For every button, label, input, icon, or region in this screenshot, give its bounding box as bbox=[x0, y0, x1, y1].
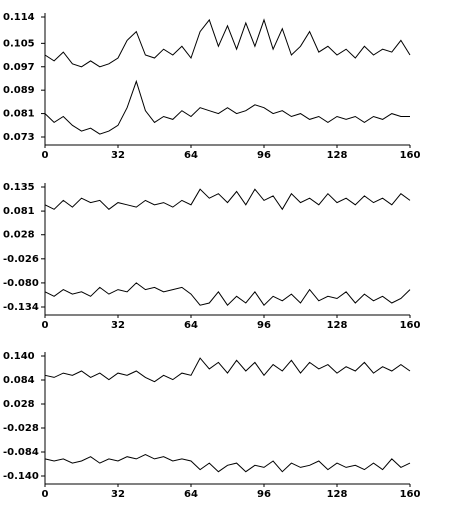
y-tick-label: 0.089 bbox=[3, 85, 35, 96]
x-tick-label: 128 bbox=[327, 150, 348, 161]
x-tick-label: 0 bbox=[42, 489, 49, 500]
y-tick-label: -0.084 bbox=[3, 447, 39, 458]
x-tick-label: 32 bbox=[111, 320, 125, 331]
y-tick-label: 0.105 bbox=[3, 38, 35, 49]
y-tick-label: 0.084 bbox=[3, 375, 35, 386]
x-tick-label: 96 bbox=[257, 489, 271, 500]
y-tick-label: -0.028 bbox=[3, 423, 39, 434]
x-tick-label: 0 bbox=[42, 150, 49, 161]
y-tick-label: 0.114 bbox=[3, 12, 35, 23]
x-tick-label: 160 bbox=[400, 150, 421, 161]
y-tick-label: 0.028 bbox=[3, 399, 35, 410]
y-tick-label: 0.028 bbox=[3, 230, 35, 241]
data-line bbox=[44, 357, 411, 383]
y-tick-label: 0.135 bbox=[3, 182, 35, 193]
y-tick-label: 0.097 bbox=[3, 62, 35, 73]
y-tick-label: -0.140 bbox=[3, 471, 39, 482]
x-tick-label: 160 bbox=[400, 320, 421, 331]
x-tick-label: 0 bbox=[42, 320, 49, 331]
y-tick-label: 0.081 bbox=[3, 109, 35, 120]
x-tick-label: 64 bbox=[184, 150, 198, 161]
data-line bbox=[44, 454, 411, 473]
x-tick-label: 64 bbox=[184, 320, 198, 331]
y-tick-label: 0.081 bbox=[3, 206, 35, 217]
x-tick-label: 160 bbox=[400, 489, 421, 500]
y-tick-label: -0.080 bbox=[3, 278, 39, 289]
y-tick-label: 0.073 bbox=[3, 132, 35, 143]
x-tick-label: 64 bbox=[184, 489, 198, 500]
data-line bbox=[44, 79, 410, 135]
data-line bbox=[44, 18, 411, 68]
x-tick-label: 128 bbox=[327, 489, 348, 500]
x-tick-label: 32 bbox=[111, 489, 125, 500]
data-line bbox=[44, 282, 411, 306]
x-tick-label: 32 bbox=[111, 150, 125, 161]
x-tick-label: 96 bbox=[257, 320, 271, 331]
x-tick-label: 96 bbox=[257, 150, 271, 161]
y-tick-label: -0.134 bbox=[3, 302, 39, 313]
y-tick-label: 0.140 bbox=[3, 351, 35, 362]
y-tick-label: -0.026 bbox=[3, 254, 39, 265]
data-line bbox=[44, 188, 411, 211]
x-tick-label: 128 bbox=[327, 320, 348, 331]
